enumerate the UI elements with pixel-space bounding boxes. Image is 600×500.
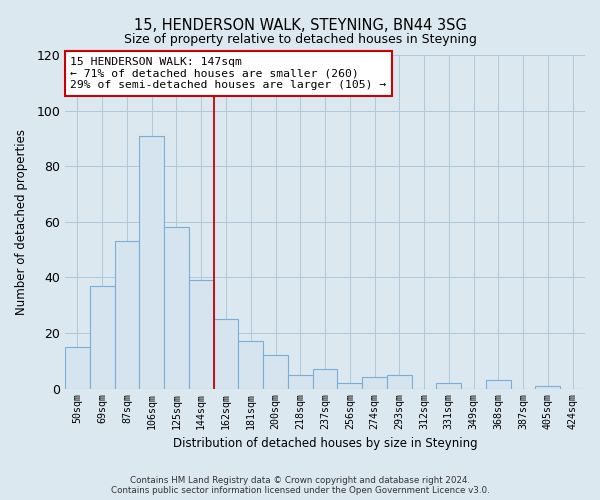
Bar bbox=[115, 241, 139, 388]
Bar bbox=[164, 228, 189, 388]
Bar bbox=[65, 347, 90, 389]
Bar bbox=[436, 383, 461, 388]
X-axis label: Distribution of detached houses by size in Steyning: Distribution of detached houses by size … bbox=[173, 437, 478, 450]
Bar bbox=[263, 355, 288, 388]
Bar bbox=[214, 319, 238, 388]
Bar bbox=[387, 374, 412, 388]
Bar bbox=[238, 342, 263, 388]
Bar bbox=[288, 374, 313, 388]
Y-axis label: Number of detached properties: Number of detached properties bbox=[15, 128, 28, 315]
Bar bbox=[486, 380, 511, 388]
Text: Size of property relative to detached houses in Steyning: Size of property relative to detached ho… bbox=[124, 32, 476, 46]
Bar bbox=[139, 136, 164, 388]
Bar bbox=[189, 280, 214, 388]
Text: Contains HM Land Registry data © Crown copyright and database right 2024.
Contai: Contains HM Land Registry data © Crown c… bbox=[110, 476, 490, 495]
Bar bbox=[535, 386, 560, 388]
Text: 15, HENDERSON WALK, STEYNING, BN44 3SG: 15, HENDERSON WALK, STEYNING, BN44 3SG bbox=[134, 18, 466, 32]
Bar bbox=[90, 286, 115, 389]
Bar bbox=[337, 383, 362, 388]
Bar bbox=[313, 369, 337, 388]
Bar bbox=[362, 378, 387, 388]
Text: 15 HENDERSON WALK: 147sqm
← 71% of detached houses are smaller (260)
29% of semi: 15 HENDERSON WALK: 147sqm ← 71% of detac… bbox=[70, 56, 386, 90]
